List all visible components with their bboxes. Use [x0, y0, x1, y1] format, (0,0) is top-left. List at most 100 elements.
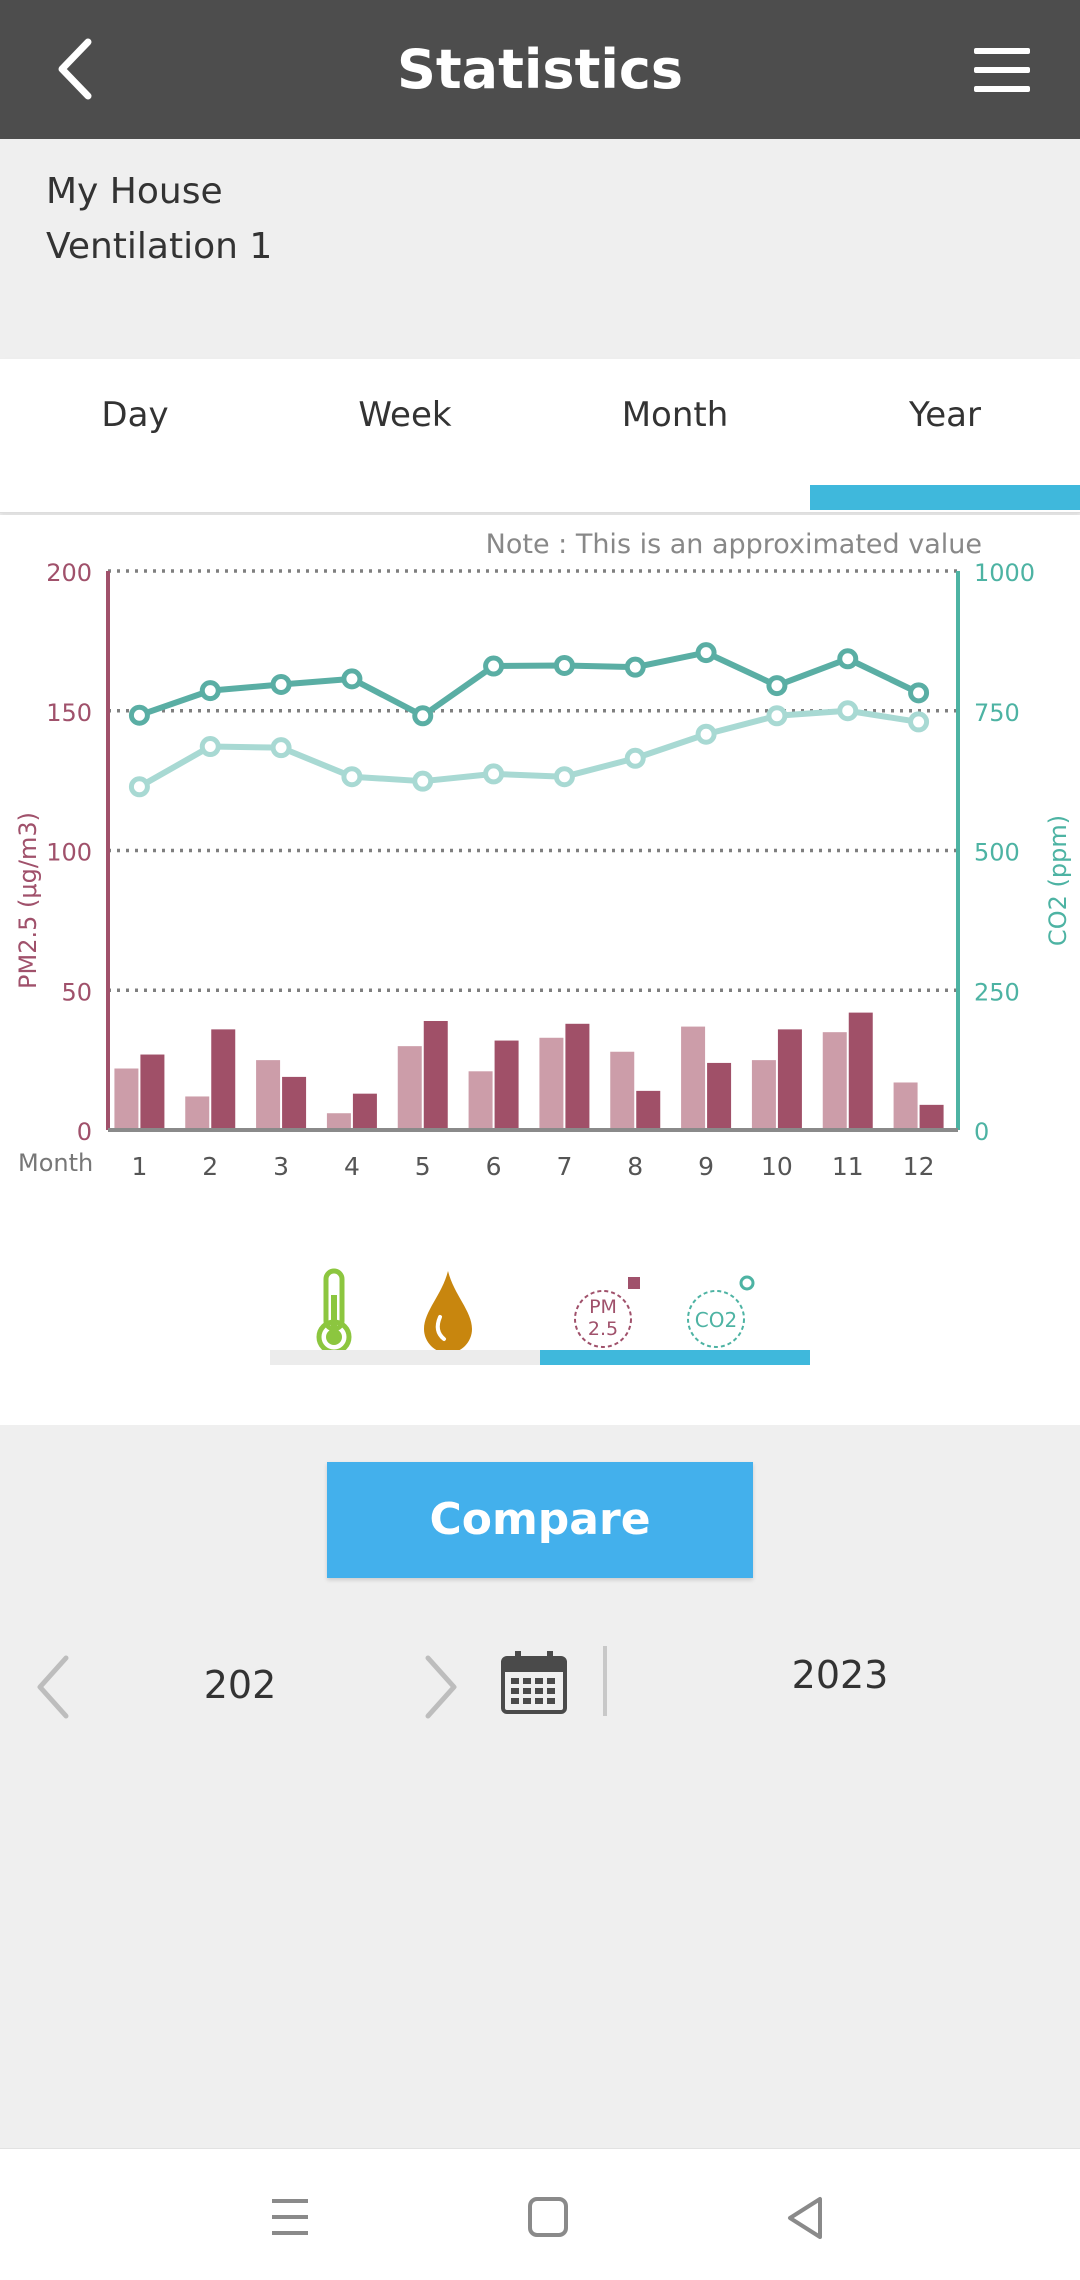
year-left-value: 202	[203, 1663, 277, 1707]
chevron-left-icon	[58, 38, 92, 100]
x-tick-label: 6	[486, 1152, 502, 1181]
water-drop-icon	[424, 1271, 472, 1353]
bar-series2	[140, 1054, 165, 1130]
bar-series1	[751, 1060, 776, 1130]
bar-series2	[352, 1093, 377, 1130]
pm25-icon	[574, 1290, 632, 1348]
x-tick-label: 2	[202, 1152, 218, 1181]
y-left-tick-label: 100	[46, 839, 92, 867]
chart-panel: Note : This is an approximated value 0 50 1…	[0, 515, 1080, 1425]
menu-button[interactable]	[970, 38, 1034, 102]
page-title: Statistics	[396, 38, 684, 101]
selected-marker-square	[628, 1277, 640, 1289]
co2-icon	[687, 1290, 745, 1348]
recents-icon	[272, 2199, 308, 2235]
chart-note: Note : This is an approximated value	[486, 529, 982, 560]
x-tick-label: 1	[131, 1152, 147, 1181]
co2-point-dark	[695, 642, 717, 664]
co2-point-dark	[341, 668, 363, 690]
bar-series2	[211, 1029, 236, 1130]
bar-series1	[539, 1037, 564, 1130]
bar-series1	[326, 1113, 351, 1130]
divider	[603, 1646, 607, 1716]
tab-selected-indicator	[810, 485, 1080, 510]
chevron-left-icon	[37, 1655, 69, 1719]
bar-series2	[494, 1040, 519, 1130]
co2-point-light	[695, 723, 717, 745]
year-right-value[interactable]: 2023	[791, 1653, 889, 1697]
bar-series2	[707, 1062, 732, 1130]
period-tabs: Day Week Month Year	[0, 359, 1080, 513]
previous-year-button[interactable]	[30, 1652, 80, 1722]
system-navbar	[0, 2148, 1080, 2280]
back-button[interactable]	[44, 26, 124, 112]
co2-point-light	[412, 770, 434, 792]
co2-point-dark	[483, 655, 505, 677]
co2-line-dark	[138, 649, 920, 719]
tab-day[interactable]: Day	[101, 395, 169, 435]
bar-series1	[397, 1046, 422, 1130]
sensor-selector-indicator	[540, 1350, 810, 1365]
x-tick-label: 10	[761, 1152, 793, 1181]
co2-point-light	[553, 766, 575, 788]
hamburger-icon-bar	[974, 86, 1030, 92]
y-left-axis-label: PM2.5 (μg/m3)	[14, 812, 42, 989]
pm25-icon-label-top: PM	[589, 1296, 617, 1318]
pm25-icon-label-bottom: 2.5	[588, 1318, 618, 1340]
y-left-tick-label: 50	[61, 978, 92, 1006]
co2-point-light	[908, 711, 930, 733]
bar-series2	[848, 1012, 873, 1130]
tab-year[interactable]: Year	[909, 395, 981, 435]
co2-point-dark	[553, 654, 575, 676]
bar-series1	[610, 1051, 635, 1130]
x-tick-label: 9	[698, 1152, 714, 1181]
co2-point-dark	[270, 673, 292, 695]
back-triangle-icon	[788, 2197, 822, 2239]
bar-series1	[893, 1082, 918, 1130]
x-tick-label: 3	[273, 1152, 289, 1181]
year-selector: 202 2023	[0, 1630, 1080, 1740]
y-left-tick-label: 200	[46, 559, 92, 587]
y-right-tick-label: 0	[974, 1118, 989, 1146]
device-name: Ventilation 1	[46, 226, 273, 267]
y-right-tick-label: 500	[974, 839, 1020, 867]
x-tick-label: 12	[903, 1152, 935, 1181]
chevron-right-icon	[425, 1655, 457, 1719]
app-header: Statistics	[0, 0, 1080, 139]
x-tick-label: 7	[556, 1152, 572, 1181]
y-right-tick-label: 1000	[974, 559, 1035, 587]
recents-button[interactable]	[262, 2193, 318, 2243]
statistics-chart: Note : This is an approximated value 0 50 1…	[14, 529, 1072, 1365]
bar-series1	[256, 1060, 281, 1130]
system-back-button[interactable]	[778, 2193, 834, 2243]
x-tick-label: 11	[832, 1152, 864, 1181]
co2-point-light	[766, 705, 788, 727]
home-button[interactable]	[520, 2193, 576, 2243]
co2-point-dark	[766, 675, 788, 697]
hamburger-icon	[974, 48, 1030, 54]
tab-month[interactable]: Month	[621, 395, 729, 435]
home-icon	[528, 2197, 568, 2237]
compare-button[interactable]: Compare	[327, 1462, 753, 1578]
co2-point-light	[624, 747, 646, 769]
co2-point-dark	[837, 648, 859, 670]
selected-marker-circle	[739, 1275, 755, 1291]
bar-series1	[822, 1032, 847, 1130]
co2-point-light	[837, 700, 859, 722]
co2-point-light	[270, 737, 292, 759]
bar-series1	[114, 1068, 139, 1130]
co2-point-dark	[128, 704, 150, 726]
bar-series2	[919, 1104, 944, 1130]
bar-series1	[185, 1096, 210, 1130]
next-year-button[interactable]	[414, 1652, 464, 1722]
bar-series1	[468, 1071, 493, 1130]
bar-series2	[777, 1029, 802, 1130]
co2-point-light	[199, 736, 221, 758]
tab-week[interactable]: Week	[358, 395, 452, 435]
calendar-button[interactable]	[500, 1650, 568, 1716]
bar-series2	[282, 1076, 307, 1130]
y-right-tick-label: 750	[974, 699, 1020, 727]
y-right-axis-label: CO2 (ppm)	[1044, 815, 1072, 946]
x-tick-label: 5	[415, 1152, 431, 1181]
x-tick-label: 8	[627, 1152, 643, 1181]
